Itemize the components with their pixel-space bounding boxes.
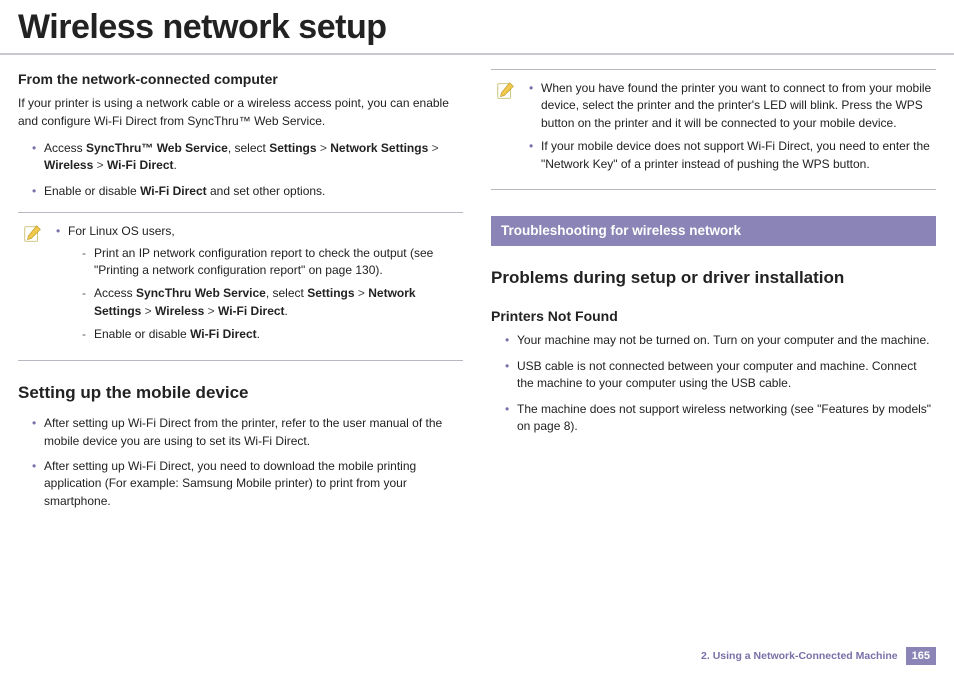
right-column: When you have found the printer you want… [491,69,936,520]
text: Enable or disable [44,184,140,198]
heading-printers-not-found: Printers Not Found [491,306,936,326]
note-icon [22,223,46,247]
chevron-right-icon: > [204,304,218,318]
config-steps-list: Access SyncThru™ Web Service, select Set… [18,140,463,200]
chevron-right-icon: > [428,141,438,155]
bold: Settings [307,286,354,300]
bold: Settings [269,141,316,155]
chevron-right-icon: > [317,141,331,155]
note-box-linux: For Linux OS users, Print an IP network … [18,212,463,360]
note-icon [495,80,519,104]
bold: Wi-Fi Direct [218,304,285,318]
list-item: If your mobile device does not support W… [529,138,932,173]
bold: Wi-Fi Direct [140,184,207,198]
bold: Wi-Fi Direct [107,158,174,172]
text: Access [94,286,136,300]
intro-paragraph: If your printer is using a network cable… [18,95,463,130]
heading-mobile-device: Setting up the mobile device [18,381,463,406]
linux-sublist: Print an IP network configuration report… [68,245,459,344]
footer-chapter: 2. Using a Network-Connected Machine [701,650,898,662]
bold: Wireless [44,158,93,172]
page-footer: 2. Using a Network-Connected Machine 165 [701,647,936,665]
text: , select [228,141,269,155]
heading-problems: Problems during setup or driver installa… [491,266,936,291]
text: , select [266,286,307,300]
bold: SyncThru Web Service [136,286,266,300]
printers-not-found-list: Your machine may not be turned on. Turn … [491,332,936,435]
text: and set other options. [207,184,326,198]
heading-from-computer: From the network-connected computer [18,69,463,89]
section-bar-troubleshooting: Troubleshooting for wireless network [491,216,936,246]
page-title: Wireless network setup [0,0,954,55]
list-item: Enable or disable Wi-Fi Direct and set o… [32,183,463,200]
list-item: When you have found the printer you want… [529,80,932,132]
text: . [174,158,177,172]
list-item: Print an IP network configuration report… [82,245,459,280]
bold: Network Settings [330,141,428,155]
text: Enable or disable [94,327,190,341]
text: . [285,304,288,318]
mobile-steps-list: After setting up Wi-Fi Direct from the p… [18,415,463,510]
list-item: Access SyncThru Web Service, select Sett… [82,285,459,320]
list-item: USB cable is not connected between your … [505,358,936,393]
text: . [257,327,260,341]
bold: Wireless [155,304,204,318]
list-item: Enable or disable Wi-Fi Direct. [82,326,459,343]
left-column: From the network-connected computer If y… [18,69,463,520]
list-item: Access SyncThru™ Web Service, select Set… [32,140,463,175]
chevron-right-icon: > [141,304,155,318]
footer-page-number: 165 [906,647,936,665]
text: For Linux OS users, [68,224,175,238]
list-item: After setting up Wi-Fi Direct, you need … [32,458,463,510]
list-item: For Linux OS users, Print an IP network … [56,223,459,343]
list-item: The machine does not support wireless ne… [505,401,936,436]
chevron-right-icon: > [355,286,369,300]
note-content: When you have found the printer you want… [529,80,932,179]
content-columns: From the network-connected computer If y… [0,55,954,520]
list-item: Your machine may not be turned on. Turn … [505,332,936,349]
text: Access [44,141,86,155]
bold: SyncThru™ Web Service [86,141,228,155]
chevron-right-icon: > [93,158,107,172]
bold: Wi-Fi Direct [190,327,257,341]
note-content: For Linux OS users, Print an IP network … [56,223,459,349]
note-box-mobile: When you have found the printer you want… [491,69,936,190]
list-item: After setting up Wi-Fi Direct from the p… [32,415,463,450]
